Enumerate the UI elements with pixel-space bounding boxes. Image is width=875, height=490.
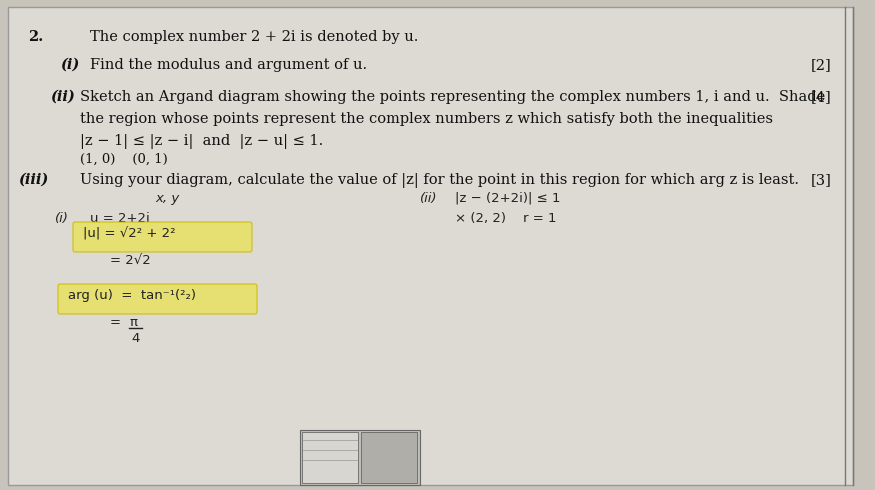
Text: (iii): (iii) <box>18 173 48 187</box>
Text: (i): (i) <box>55 212 69 225</box>
Text: Sketch an Argand diagram showing the points representing the complex numbers 1, : Sketch an Argand diagram showing the poi… <box>80 90 825 104</box>
Text: The complex number 2 + 2i is denoted by u.: The complex number 2 + 2i is denoted by … <box>90 30 418 44</box>
Text: Using your diagram, calculate the value of |z| for the point in this region for : Using your diagram, calculate the value … <box>80 173 799 188</box>
Text: = 2√2: = 2√2 <box>110 254 150 267</box>
FancyBboxPatch shape <box>58 284 257 314</box>
Text: × (2, 2)    r = 1: × (2, 2) r = 1 <box>455 212 556 225</box>
Bar <box>300 430 420 485</box>
Text: π: π <box>130 316 138 329</box>
Text: |z − (2+2i)| ≤ 1: |z − (2+2i)| ≤ 1 <box>455 192 561 205</box>
Text: arg (u)  =  tan⁻¹(²₂): arg (u) = tan⁻¹(²₂) <box>68 289 196 302</box>
Text: [2]: [2] <box>811 58 832 72</box>
Text: Find the modulus and argument of u.: Find the modulus and argument of u. <box>90 58 368 72</box>
Text: 2.: 2. <box>28 30 43 44</box>
Bar <box>361 432 417 483</box>
Text: =: = <box>110 316 121 329</box>
Text: (i): (i) <box>60 58 80 72</box>
Text: |u| = √2² + 2²: |u| = √2² + 2² <box>83 227 176 240</box>
Text: x, y: x, y <box>155 192 179 205</box>
FancyBboxPatch shape <box>73 222 252 252</box>
Bar <box>302 432 358 483</box>
Text: |z − 1| ≤ |z − i|  and  |z − u| ≤ 1.: |z − 1| ≤ |z − i| and |z − u| ≤ 1. <box>80 134 323 149</box>
Text: the region whose points represent the complex numbers z which satisfy both the i: the region whose points represent the co… <box>80 112 773 126</box>
Text: (ii): (ii) <box>420 192 438 205</box>
Text: (ii): (ii) <box>50 90 74 104</box>
Text: u = 2+2i: u = 2+2i <box>90 212 150 225</box>
Text: [4]: [4] <box>811 90 832 104</box>
Text: 4: 4 <box>131 332 139 345</box>
Text: (1, 0)    (0, 1): (1, 0) (0, 1) <box>80 153 168 166</box>
Text: [3]: [3] <box>811 173 832 187</box>
